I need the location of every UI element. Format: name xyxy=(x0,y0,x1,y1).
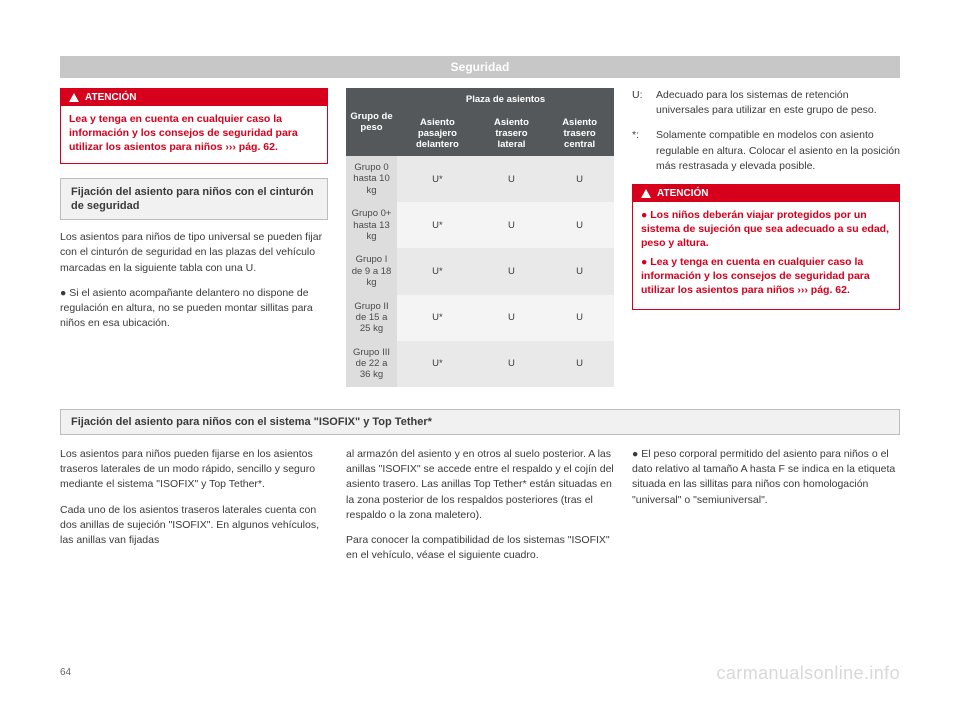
bcol-3: El peso corporal permitido del asiento p… xyxy=(632,447,900,574)
table-col-2: Asiento trasero central xyxy=(545,111,614,156)
atencion-header: ATENCIÓN xyxy=(61,89,327,106)
table-col-1: Asiento trasero lateral xyxy=(478,111,546,156)
page-header: Seguridad xyxy=(60,56,900,78)
atencion-body: Los niños deberán viajar protegidos por … xyxy=(633,202,899,309)
sec1-bullet: Si el asiento acompañante delantero no d… xyxy=(60,286,328,332)
table-row: Grupo 0hasta 10 kg U* U U xyxy=(346,156,614,202)
def-val: Adecuado para los sistemas de retención … xyxy=(656,88,900,118)
table-spanhead: Plaza de asientos xyxy=(397,88,614,111)
sec2-p: Para conocer la compatibilidad de los si… xyxy=(346,533,614,563)
cell: U xyxy=(545,341,614,387)
section-heading-2: Fijación del asiento para niños con el s… xyxy=(60,409,900,435)
atencion-item: Lea y tenga en cuenta en cualquier caso … xyxy=(641,255,891,298)
atencion-item: Los niños deberán viajar protegidos por … xyxy=(641,208,891,251)
table-row: Grupo IIIde 22 a 36 kg U* U U xyxy=(346,341,614,387)
def-key: *: xyxy=(632,128,646,174)
def-key: U: xyxy=(632,88,646,118)
cell: U xyxy=(478,295,546,341)
sec2-p: Los asientos para niños pueden fijarse e… xyxy=(60,447,328,493)
atencion-label: ATENCIÓN xyxy=(657,188,708,199)
cell: U xyxy=(545,295,614,341)
atencion-label: ATENCIÓN xyxy=(85,92,136,103)
sec2-bullet: El peso corporal permitido del asiento p… xyxy=(632,447,900,508)
atencion-body: Lea y tenga en cuenta en cualquier caso … xyxy=(61,106,327,163)
def-star: *: Solamente compatible en modelos con a… xyxy=(632,128,900,174)
cell: U xyxy=(478,156,546,202)
row-label: Grupo Ide 9 a 18 kg xyxy=(346,248,397,294)
page-number: 64 xyxy=(60,667,71,678)
warning-icon xyxy=(69,93,79,102)
def-u: U: Adecuado para los sistemas de retenci… xyxy=(632,88,900,118)
row-label: Grupo IIIde 22 a 36 kg xyxy=(346,341,397,387)
def-val: Solamente compatible en modelos con asie… xyxy=(656,128,900,174)
table-body: Grupo 0hasta 10 kg U* U U Grupo 0+hasta … xyxy=(346,156,614,387)
cell: U* xyxy=(397,295,478,341)
cell: U* xyxy=(397,156,478,202)
cell: U xyxy=(545,248,614,294)
cell: U xyxy=(545,156,614,202)
atencion-box-1: ATENCIÓN Lea y tenga en cuenta en cualqu… xyxy=(60,88,328,164)
cell: U xyxy=(478,248,546,294)
seat-table: Grupo de peso Plaza de asientos Asiento … xyxy=(346,88,614,387)
bottom-columns: Los asientos para niños pueden fijarse e… xyxy=(60,447,900,574)
page: Seguridad ATENCIÓN Lea y tenga en cuenta… xyxy=(0,0,960,603)
sec2-p: Cada uno de los asientos traseros latera… xyxy=(60,503,328,549)
table-row: Grupo Ide 9 a 18 kg U* U U xyxy=(346,248,614,294)
cell: U xyxy=(478,341,546,387)
table-row: Grupo IIde 15 a 25 kg U* U U xyxy=(346,295,614,341)
cell: U* xyxy=(397,202,478,248)
atencion-box-2: ATENCIÓN Los niños deberán viajar proteg… xyxy=(632,184,900,310)
table-corner: Grupo de peso xyxy=(346,88,397,156)
sec2-p: al armazón del asiento y en otros al sue… xyxy=(346,447,614,523)
bcol-1: Los asientos para niños pueden fijarse e… xyxy=(60,447,328,574)
table-col-0: Asiento pasajero delantero xyxy=(397,111,478,156)
table-row: Grupo 0+hasta 13 kg U* U U xyxy=(346,202,614,248)
col-1: ATENCIÓN Lea y tenga en cuenta en cualqu… xyxy=(60,88,328,387)
section-heading-1: Fijación del asiento para niños con el c… xyxy=(60,178,328,221)
col-3: U: Adecuado para los sistemas de retenci… xyxy=(632,88,900,387)
cell: U xyxy=(478,202,546,248)
warning-icon xyxy=(641,189,651,198)
watermark: carmanualsonline.info xyxy=(716,663,900,684)
definitions: U: Adecuado para los sistemas de retenci… xyxy=(632,88,900,174)
cell: U* xyxy=(397,341,478,387)
cell: U* xyxy=(397,248,478,294)
col-2: Grupo de peso Plaza de asientos Asiento … xyxy=(346,88,614,387)
sec1-paragraph: Los asientos para niños de tipo universa… xyxy=(60,230,328,276)
atencion-header: ATENCIÓN xyxy=(633,185,899,202)
bcol-2: al armazón del asiento y en otros al sue… xyxy=(346,447,614,574)
row-label: Grupo 0hasta 10 kg xyxy=(346,156,397,202)
cell: U xyxy=(545,202,614,248)
top-columns: ATENCIÓN Lea y tenga en cuenta en cualqu… xyxy=(60,88,900,387)
row-label: Grupo 0+hasta 13 kg xyxy=(346,202,397,248)
row-label: Grupo IIde 15 a 25 kg xyxy=(346,295,397,341)
